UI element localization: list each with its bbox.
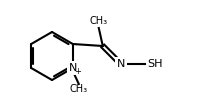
- Text: SH: SH: [147, 59, 162, 69]
- Text: CH₃: CH₃: [90, 16, 108, 26]
- Text: CH₃: CH₃: [70, 84, 88, 94]
- Text: N: N: [117, 59, 125, 69]
- Text: N: N: [69, 63, 77, 73]
- Text: +: +: [74, 67, 81, 75]
